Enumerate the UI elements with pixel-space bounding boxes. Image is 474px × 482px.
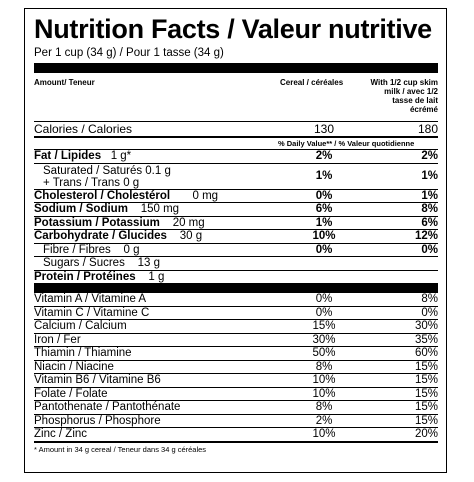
fat-row: Fat / Lipides 1 g* 2% 2% bbox=[34, 149, 438, 162]
vitamin-row: Thiamin / Thiamine 50% 60% bbox=[34, 346, 438, 359]
saturated-trans-row: Saturated / Saturés 0.1 g + Trans / Tran… bbox=[34, 162, 438, 189]
vitamin-row: Phosphorus / Phosphore 2% 15% bbox=[34, 413, 438, 427]
vitamin-row: Iron / Fer 30% 35% bbox=[34, 332, 438, 346]
amount-header: Amount/ Teneur bbox=[34, 78, 95, 87]
daily-value-header: % Daily Value** / % Valeur quotidienne bbox=[34, 136, 438, 149]
protein-row: Protein / Protéines 1 g bbox=[34, 269, 438, 284]
vitamin-row: Pantothenate / Pantothénate 8% 15% bbox=[34, 400, 438, 413]
vitamin-row: Vitamin C / Vitamine C 0% 0% bbox=[34, 305, 438, 319]
sodium-row: Sodium / Sodium 150 mg 6% 8% bbox=[34, 202, 438, 215]
sugars-row: Sugars / Sucres 13 g bbox=[34, 256, 438, 270]
footnote: * Amount in 34 g cereal / Teneur dans 34… bbox=[34, 440, 438, 455]
thick-divider bbox=[34, 63, 438, 73]
fibre-row: Fibre / Fibres 0 g 0% 0% bbox=[34, 242, 438, 257]
cereal-header: Cereal / céréales bbox=[280, 78, 344, 87]
vitamin-row: Zinc / Zinc 10% 20% bbox=[34, 427, 438, 440]
potassium-row: Potassium / Potassium 20 mg 1% 6% bbox=[34, 215, 438, 229]
vitamin-row: Vitamin A / Vitamine A 0% 8% bbox=[34, 293, 438, 305]
vitamins-list: Vitamin A / Vitamine A 0% 8% Vitamin C /… bbox=[34, 293, 438, 441]
label-title: Nutrition Facts / Valeur nutritive bbox=[34, 14, 432, 44]
vitamin-row: Niacin / Niacine 8% 15% bbox=[34, 359, 438, 373]
serving-size: Per 1 cup (34 g) / Pour 1 tasse (34 g) bbox=[34, 47, 224, 59]
vitamin-row: Vitamin B6 / Vitamine B6 10% 15% bbox=[34, 373, 438, 386]
carbohydrate-row: Carbohydrate / Glucides 30 g 10% 12% bbox=[34, 229, 438, 242]
thick-divider-vitamins bbox=[34, 283, 438, 293]
column-header: Amount/ Teneur Cereal / céréales With 1/… bbox=[34, 73, 438, 120]
vitamin-row: Folate / Folate 10% 15% bbox=[34, 386, 438, 400]
nutrition-facts-label: Nutrition Facts / Valeur nutritive Per 1… bbox=[24, 8, 447, 473]
calories-row: Calories / Calories 130 180 bbox=[34, 121, 438, 136]
milk-header: With 1/2 cup skim milk / avec 1/2 tasse … bbox=[370, 78, 439, 114]
cholesterol-row: Cholesterol / Cholestérol 0 mg 0% 1% bbox=[34, 188, 438, 202]
vitamin-row: Calcium / Calcium 15% 30% bbox=[34, 319, 438, 332]
